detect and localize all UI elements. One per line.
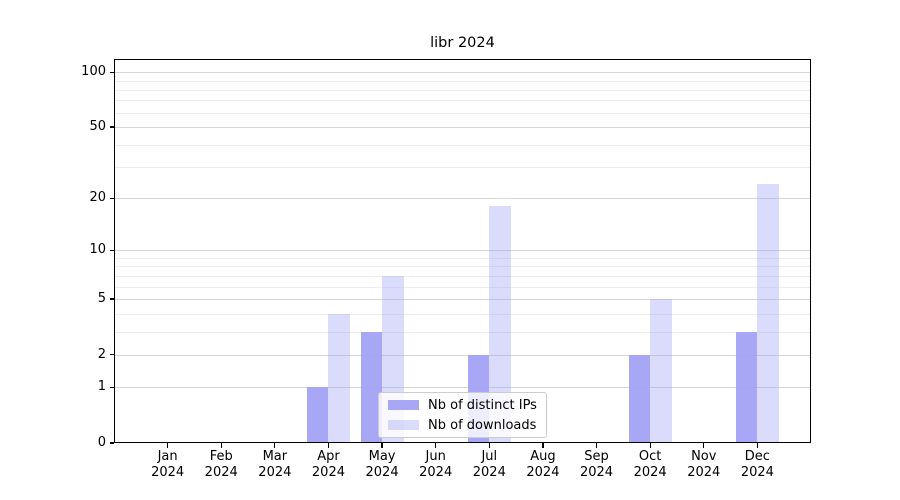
x-tick-mark: [542, 443, 544, 448]
gridline-major: [114, 299, 811, 301]
y-tick-label: 0: [97, 435, 106, 450]
x-tick-label: Apr 2024: [311, 449, 345, 480]
bar-distinct-ips-apr: [307, 387, 329, 443]
y-tick-mark: [109, 249, 114, 251]
x-tick-mark: [703, 443, 705, 448]
x-tick-mark: [381, 443, 383, 448]
y-tick-mark: [109, 354, 114, 356]
x-tick-label: Jan 2024: [151, 449, 185, 480]
gridline-minor: [114, 167, 811, 169]
y-tick-mark: [109, 71, 114, 73]
x-tick-label: Sep 2024: [579, 449, 614, 480]
x-tick-label: Aug 2024: [526, 449, 560, 480]
y-tick-label: 2: [97, 346, 106, 362]
gridline-minor: [114, 275, 811, 277]
legend: Nb of distinct IPs Nb of downloads: [378, 392, 547, 438]
y-tick-mark: [109, 386, 114, 388]
x-tick-label: Feb 2024: [204, 449, 238, 480]
bar-distinct-ips-dec: [735, 331, 758, 443]
gridline-minor: [114, 257, 811, 259]
plot-area: Nb of distinct IPs Nb of downloads: [114, 59, 811, 443]
legend-label-distinct-ips: Nb of distinct IPs: [428, 397, 537, 413]
bar-downloads-oct: [650, 299, 672, 443]
legend-swatch-distinct-ips: [388, 400, 419, 410]
x-tick-label: Mar 2024: [258, 449, 292, 480]
y-tick-label: 100: [81, 64, 106, 80]
gridline-minor: [114, 89, 811, 91]
y-tick-label: 50: [89, 119, 106, 135]
gridline-major: [114, 250, 811, 252]
bar-distinct-ips-may: [360, 331, 383, 443]
bar-downloads-jul: [489, 206, 511, 443]
x-tick-mark: [488, 443, 490, 448]
x-tick-label: Jun 2024: [419, 449, 453, 480]
gridline-major: [114, 127, 811, 129]
gridline-minor: [114, 266, 811, 268]
x-tick-mark: [595, 443, 598, 448]
gridline-major: [114, 354, 811, 356]
gridline-minor: [114, 331, 811, 333]
y-tick-mark: [109, 442, 114, 444]
x-tick-label: May 2024: [365, 449, 399, 480]
y-tick-label: 10: [89, 242, 106, 258]
chart-title: libr 2024: [430, 35, 495, 51]
bar-downloads-apr: [328, 313, 350, 443]
x-tick-mark: [220, 443, 222, 448]
y-tick-label: 20: [89, 190, 106, 206]
legend-entry-distinct-ips: Nb of distinct IPs: [388, 398, 537, 413]
gridline-minor: [114, 286, 811, 288]
x-tick-label: Oct 2024: [633, 449, 667, 480]
y-tick-mark: [109, 197, 114, 199]
legend-entry-downloads: Nb of downloads: [388, 418, 537, 433]
bar-distinct-ips-oct: [628, 354, 651, 443]
x-tick-mark: [327, 443, 330, 448]
x-tick-mark: [274, 443, 276, 448]
x-tick-label: Jul 2024: [472, 449, 506, 480]
gridline-minor: [114, 144, 811, 146]
y-tick-mark: [109, 126, 114, 128]
gridline-minor: [114, 112, 811, 114]
x-tick-mark: [756, 443, 758, 448]
gridline-minor: [114, 80, 811, 82]
x-tick-mark: [435, 443, 437, 448]
y-tick-label: 1: [97, 379, 106, 395]
y-tick-mark: [109, 298, 114, 300]
x-tick-mark: [167, 443, 169, 448]
gridline-major: [114, 198, 811, 200]
x-tick-mark: [649, 443, 651, 448]
x-tick-label: Nov 2024: [687, 449, 721, 480]
bar-downloads-dec: [757, 184, 779, 443]
y-tick-label: 5: [97, 291, 106, 307]
legend-label-downloads: Nb of downloads: [428, 417, 537, 433]
gridline-major: [114, 387, 811, 389]
x-tick-label: Dec 2024: [740, 449, 774, 480]
legend-swatch-downloads: [388, 420, 419, 430]
gridline-minor: [114, 100, 811, 102]
gridline-major: [114, 72, 811, 74]
gridline-minor: [114, 313, 811, 315]
